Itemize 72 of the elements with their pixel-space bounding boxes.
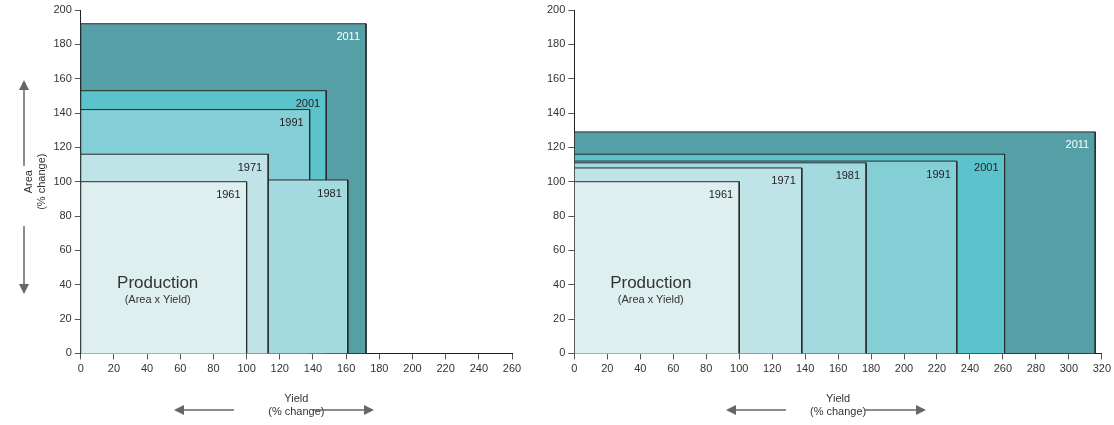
annotation: (Area x Yield)	[124, 292, 191, 305]
series-label: 2001	[974, 160, 999, 173]
annotation: (Area x Yield)	[617, 292, 684, 305]
y-tick-label: 0	[65, 346, 72, 359]
y-tick-label: 60	[59, 243, 72, 256]
series-label: 1991	[926, 167, 951, 180]
y-tick-label: 140	[546, 106, 566, 119]
series-label: 2001	[295, 97, 321, 110]
series-label: 1971	[771, 174, 796, 187]
x-tick-label: 320	[1092, 362, 1111, 375]
y-tick-label: 80	[59, 209, 72, 222]
series-label: 1961	[708, 188, 734, 201]
x-tick-label: 160	[336, 362, 356, 375]
x-tick-label: 140	[795, 362, 815, 375]
series-label: 1981	[835, 169, 861, 182]
x-axis-title: Yield (% change)	[268, 392, 325, 418]
y-tick-label: 100	[53, 174, 72, 187]
x-tick-label: 180	[370, 362, 389, 375]
x-tick-label: 80	[207, 362, 220, 375]
y-tick-label: 0	[559, 346, 566, 359]
x-tick-label: 20	[107, 362, 121, 375]
y-axis-title: Area (% change)	[21, 153, 47, 210]
x-tick-label: 220	[436, 362, 455, 375]
y-tick-label: 20	[59, 312, 72, 325]
x-tick-label: 160	[828, 362, 848, 375]
x-tick-label: 300	[1059, 362, 1079, 375]
x-tick-label: 60	[174, 362, 187, 375]
series-label: 2011	[336, 30, 361, 43]
y-tick-label: 120	[546, 140, 566, 153]
x-tick-label: 200	[894, 362, 914, 375]
y-tick-label: 160	[546, 71, 566, 84]
y-tick-label: 80	[553, 209, 566, 222]
y-tick-label: 20	[553, 312, 566, 325]
series-label: 1971	[237, 160, 263, 173]
series-label: 2011	[1065, 138, 1090, 151]
x-tick-label: 100	[730, 362, 749, 375]
y-tick-label: 120	[53, 140, 72, 153]
series-label: 1961	[216, 188, 241, 201]
x-tick-label: 240	[469, 362, 489, 375]
y-tick-label: 40	[553, 277, 566, 290]
series-label: 1991	[279, 116, 304, 129]
annotation: Production	[610, 272, 692, 292]
x-tick-label: 140	[303, 362, 323, 375]
y-tick-label: 140	[53, 106, 72, 119]
y-tick-label: 200	[546, 3, 566, 16]
x-axis-title: Yield (% change)	[809, 392, 867, 418]
x-tick-label: 80	[700, 362, 713, 375]
y-tick-label: 100	[546, 174, 566, 187]
x-tick-label: 0	[77, 362, 84, 375]
x-tick-label: 40	[634, 362, 647, 375]
y-tick-label: 160	[53, 71, 72, 84]
x-tick-label: 180	[861, 362, 881, 375]
y-tick-label: 40	[59, 277, 72, 290]
annotation: Production	[117, 272, 199, 292]
x-tick-label: 200	[403, 362, 422, 375]
x-tick-label: 40	[140, 362, 154, 375]
series-label: 1981	[317, 186, 342, 199]
x-tick-label: 60	[667, 362, 680, 375]
x-tick-label: 0	[571, 362, 578, 375]
y-tick-label: 180	[53, 37, 72, 50]
x-tick-label: 260	[502, 362, 522, 375]
x-tick-label: 100	[237, 362, 256, 375]
x-tick-label: 220	[927, 362, 947, 375]
x-tick-label: 240	[960, 362, 980, 375]
y-tick-label: 200	[53, 3, 72, 16]
y-tick-label: 60	[553, 243, 566, 256]
x-tick-label: 120	[762, 362, 782, 375]
x-tick-label: 280	[1026, 362, 1046, 375]
x-tick-label: 260	[993, 362, 1013, 375]
x-tick-label: 20	[601, 362, 614, 375]
x-tick-label: 120	[270, 362, 289, 375]
y-tick-label: 180	[546, 37, 566, 50]
